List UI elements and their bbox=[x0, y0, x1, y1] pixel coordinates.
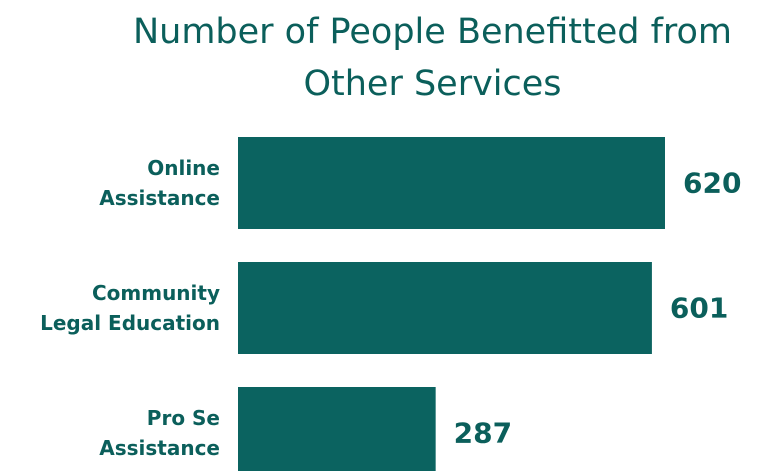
value-label: 287 bbox=[453, 416, 513, 450]
bar bbox=[238, 137, 665, 229]
bar bbox=[238, 387, 436, 471]
bar bbox=[238, 262, 652, 354]
category-label: Online Assistance bbox=[99, 156, 220, 210]
category-label: Pro Se Assistance bbox=[99, 406, 220, 460]
value-label: 601 bbox=[669, 291, 729, 325]
category-label: Community Legal Education bbox=[40, 281, 220, 335]
value-label: 620 bbox=[683, 166, 742, 200]
chart-title: Number of People Benefitted from Other S… bbox=[132, 12, 733, 104]
